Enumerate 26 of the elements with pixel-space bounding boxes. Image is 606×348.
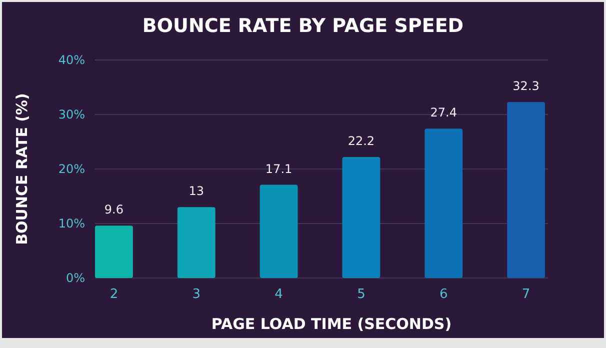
data-label: 27.4 [430, 106, 457, 120]
bar [507, 102, 545, 278]
bar [95, 226, 133, 278]
x-axis-title: PAGE LOAD TIME (SECONDS) [211, 315, 452, 333]
x-tick-label: 2 [110, 287, 118, 302]
x-tick-label: 4 [274, 287, 283, 302]
y-axis-title: BOUNCE RATE (%) [13, 93, 31, 245]
y-tick-label: 10% [58, 216, 85, 231]
data-label: 9.6 [104, 202, 124, 217]
data-label: 22.2 [348, 134, 375, 148]
y-tick-label: 40% [58, 53, 85, 68]
x-tick-label: 7 [522, 287, 530, 302]
chart-title: BOUNCE RATE BY PAGE SPEED [142, 15, 464, 37]
x-tick-label: 6 [439, 287, 448, 302]
bar [260, 184, 298, 278]
y-tick-label: 20% [58, 162, 85, 176]
x-tick-label: 3 [192, 287, 201, 302]
data-label: 32.3 [512, 78, 540, 93]
y-tick-label: 30% [58, 108, 85, 122]
data-label: 13 [188, 184, 204, 198]
x-tick-label: 5 [357, 287, 366, 302]
data-label: 17.1 [265, 162, 292, 176]
bar [177, 207, 216, 278]
bar [424, 128, 463, 278]
y-tick-label: 0% [66, 271, 85, 286]
bar [342, 157, 380, 278]
